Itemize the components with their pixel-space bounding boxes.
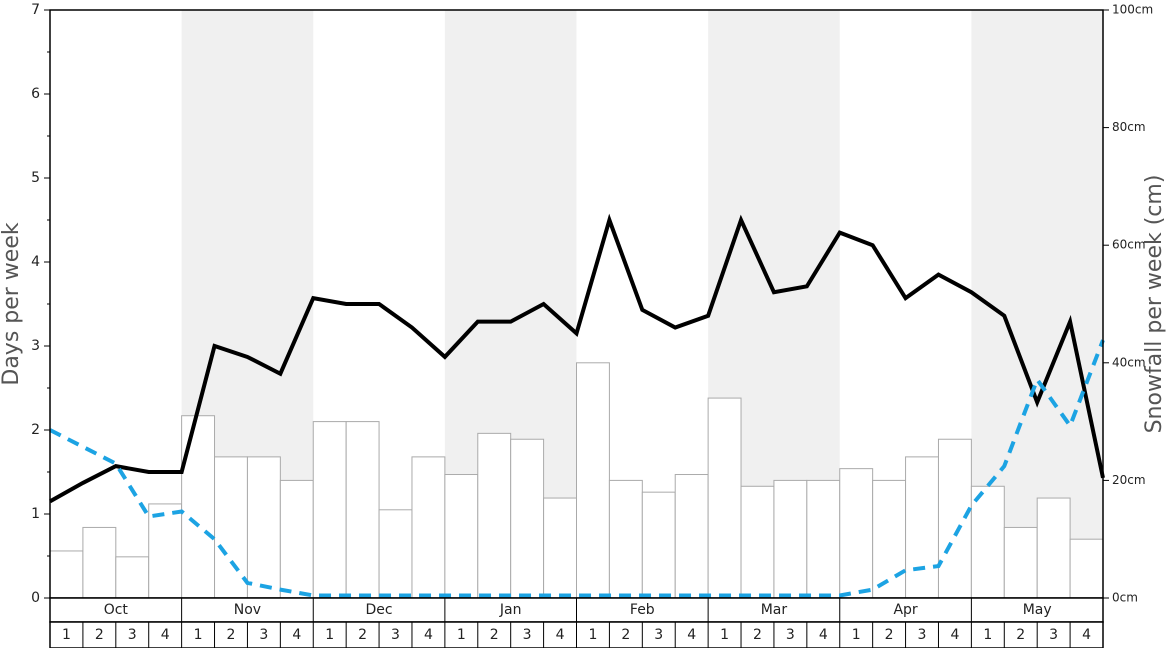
bar: [674, 474, 709, 599]
week-label: 3: [786, 627, 795, 643]
week-label: 2: [227, 627, 236, 643]
bar: [148, 503, 183, 599]
week-label: 4: [292, 627, 301, 643]
bar: [279, 479, 314, 599]
month-label: Feb: [630, 602, 655, 618]
bar: [806, 479, 841, 599]
week-label: 4: [1082, 627, 1091, 643]
week-label: 3: [391, 627, 400, 643]
y-tick-label: 4: [31, 254, 40, 270]
bar: [510, 438, 545, 599]
y2-tick-label: 100cm: [1112, 3, 1153, 17]
week-label: 1: [588, 627, 597, 643]
week-label: 1: [720, 627, 729, 643]
bar: [246, 456, 281, 599]
bar: [707, 397, 742, 599]
week-label: 2: [885, 627, 894, 643]
week-label: 2: [95, 627, 104, 643]
week-label: 1: [194, 627, 203, 643]
bar: [115, 556, 150, 599]
month-label: Dec: [366, 602, 393, 618]
week-label: 4: [424, 627, 433, 643]
week-label: 3: [654, 627, 663, 643]
week-label: 1: [325, 627, 334, 643]
week-label: 2: [753, 627, 762, 643]
y-tick-label: 1: [31, 506, 40, 522]
week-label: 3: [523, 627, 532, 643]
y2-tick-label: 0cm: [1112, 591, 1138, 605]
y-tick-label: 0: [31, 590, 40, 606]
week-label: 4: [687, 627, 696, 643]
bar: [543, 497, 577, 599]
bar: [905, 456, 939, 599]
y-axis-title: Days per week: [0, 222, 24, 385]
y-tick-label: 7: [31, 2, 40, 18]
y2-tick-label: 80cm: [1112, 120, 1146, 134]
bar: [576, 362, 610, 599]
week-label: 2: [1016, 627, 1025, 643]
month-label: Mar: [761, 602, 788, 618]
week-label: 2: [358, 627, 367, 643]
y2-tick-label: 40cm: [1112, 355, 1146, 369]
bar: [378, 509, 413, 599]
month-label: May: [1023, 602, 1052, 618]
y2-axis-title: Snowfall per week (cm): [1142, 175, 1167, 434]
bar: [477, 432, 512, 599]
line: [49, 339, 1105, 598]
week-label: 4: [819, 627, 828, 643]
month-label: Apr: [893, 602, 917, 618]
y2-tick-label: 60cm: [1112, 238, 1146, 252]
bar: [82, 526, 117, 599]
bar: [345, 421, 380, 599]
week-label: 1: [457, 627, 466, 643]
bar: [411, 456, 446, 599]
week-label: 4: [556, 627, 565, 643]
week-label: 3: [128, 627, 137, 643]
week-label: 3: [1049, 627, 1058, 643]
bar: [1036, 497, 1071, 599]
bar: [312, 421, 347, 599]
bar: [608, 479, 643, 599]
y-tick-label: 3: [31, 338, 40, 354]
month-label: Oct: [104, 602, 129, 618]
bar: [214, 456, 248, 599]
y-tick-label: 6: [31, 86, 40, 102]
week-label: 3: [259, 627, 268, 643]
bar: [1003, 526, 1038, 599]
bar: [1069, 538, 1104, 599]
y-tick-label: 5: [31, 170, 40, 186]
bar: [444, 474, 479, 599]
week-label: 2: [621, 627, 630, 643]
bar: [839, 468, 874, 599]
y-tick-label: 2: [31, 422, 40, 438]
bar: [740, 485, 775, 599]
week-label: 2: [490, 627, 499, 643]
month-label: Nov: [234, 602, 261, 618]
bar: [872, 479, 907, 599]
bar: [773, 479, 808, 599]
y2-tick-label: 20cm: [1112, 473, 1146, 487]
week-label: 3: [918, 627, 927, 643]
bar: [181, 415, 216, 599]
bar: [970, 485, 1005, 599]
week-label: 4: [161, 627, 170, 643]
line: [49, 213, 1105, 504]
month-label: Jan: [499, 602, 522, 618]
bar: [641, 491, 676, 599]
week-label: 1: [852, 627, 861, 643]
bar: [49, 550, 84, 599]
week-label: 4: [950, 627, 959, 643]
week-label: 1: [983, 627, 992, 643]
week-label: 1: [62, 627, 71, 643]
